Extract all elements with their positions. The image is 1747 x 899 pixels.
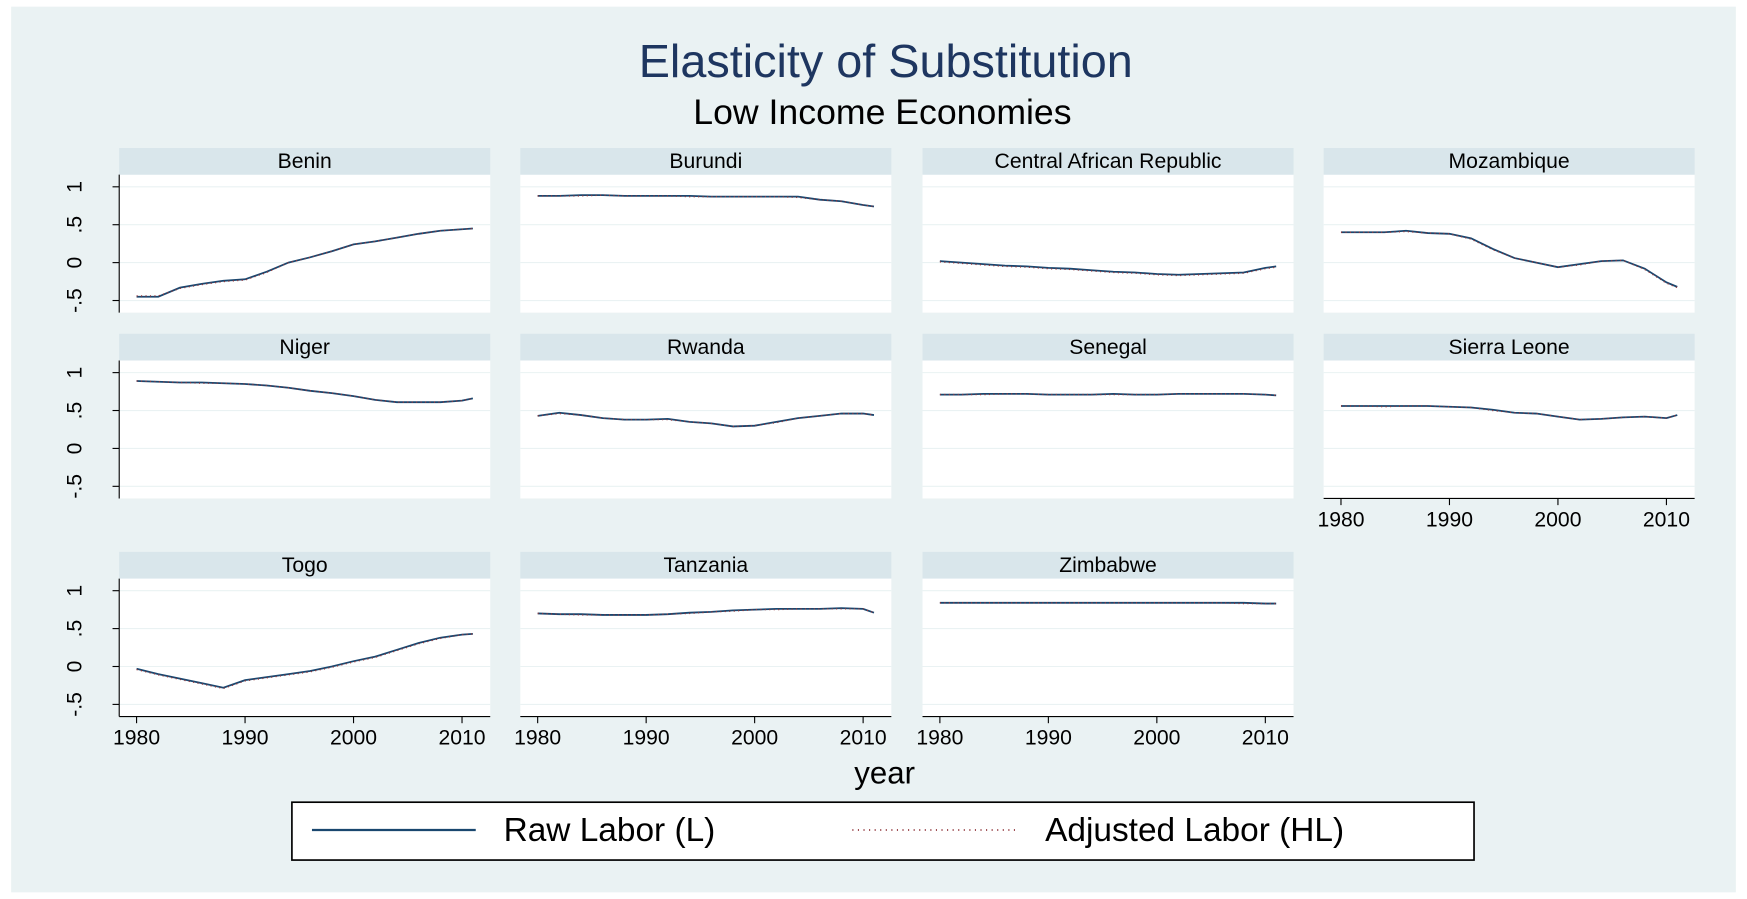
panel-header xyxy=(1323,333,1695,361)
panel-header xyxy=(1323,147,1695,175)
y-tick-label: 0 xyxy=(63,257,86,269)
series-line xyxy=(537,607,875,616)
plot-area xyxy=(520,578,892,717)
series-line xyxy=(136,633,473,689)
x-axis-title: year xyxy=(854,756,915,791)
legend-label: Adjusted Labor (HL) xyxy=(1045,812,1344,849)
y-tick-label: .5 xyxy=(63,620,86,638)
x-tick-label: 2010 xyxy=(438,726,485,749)
y-tick-label: 1 xyxy=(63,367,86,379)
panel-header xyxy=(922,147,1294,175)
x-tick-label: 2000 xyxy=(330,726,377,749)
series-line xyxy=(939,261,1277,277)
panel-title: Benin xyxy=(278,150,332,173)
chart-subtitle: Low Income Economies xyxy=(693,92,1071,132)
series-line xyxy=(1340,405,1678,421)
plot-area xyxy=(922,360,1294,499)
panel-header xyxy=(520,333,892,361)
legend-box xyxy=(291,801,1475,861)
x-tick-label: 1990 xyxy=(623,726,670,749)
x-tick-label: 2000 xyxy=(1534,508,1581,531)
series-line xyxy=(1340,230,1678,289)
panel-title: Mozambique xyxy=(1449,150,1570,173)
x-tick-label: 2010 xyxy=(1242,726,1289,749)
x-tick-label: 1980 xyxy=(916,726,963,749)
plot-area xyxy=(520,360,892,499)
panel-header xyxy=(119,551,491,579)
panel-title: Togo xyxy=(282,554,328,577)
x-tick-label: 2000 xyxy=(1133,726,1180,749)
panel-title: Niger xyxy=(279,336,330,359)
series-line xyxy=(939,601,1277,605)
panel-title: Sierra Leone xyxy=(1449,336,1570,359)
series-line xyxy=(136,227,473,298)
panel-title: Senegal xyxy=(1069,336,1147,359)
series-line xyxy=(939,260,1277,276)
y-tick-label: .5 xyxy=(63,216,86,234)
panel-title: Central African Republic xyxy=(995,150,1222,173)
plot-area xyxy=(119,578,491,717)
plot-area xyxy=(922,578,1294,717)
series-line xyxy=(939,392,1277,397)
panel-title: Zimbabwe xyxy=(1059,554,1157,577)
y-tick-label: .5 xyxy=(63,402,86,420)
plot-area xyxy=(922,174,1294,313)
series-line xyxy=(537,412,875,428)
panel-title: Burundi xyxy=(669,150,742,173)
plot-area xyxy=(119,360,491,499)
y-tick-label: 1 xyxy=(63,181,86,193)
series-line xyxy=(136,380,474,403)
chart-title: Elasticity of Substitution xyxy=(639,35,1133,87)
x-tick-label: 2010 xyxy=(1643,508,1690,531)
y-tick-label: 0 xyxy=(63,661,86,673)
y-tick-label: -.5 xyxy=(63,474,86,499)
plot-area xyxy=(1323,174,1695,313)
panel-header xyxy=(922,333,1294,361)
x-tick-label: 1980 xyxy=(113,726,160,749)
legend-label: Raw Labor (L) xyxy=(504,812,716,849)
y-tick-label: 0 xyxy=(63,443,86,455)
y-tick-label: -.5 xyxy=(63,692,86,717)
panel-header xyxy=(119,333,491,361)
panel-title: Rwanda xyxy=(667,336,745,359)
x-tick-label: 1990 xyxy=(1025,726,1072,749)
x-tick-label: 1980 xyxy=(1317,508,1364,531)
x-tick-label: 1990 xyxy=(1426,508,1473,531)
panel-header xyxy=(922,551,1294,579)
panel-header xyxy=(520,147,892,175)
plot-area xyxy=(1323,360,1695,499)
series-line xyxy=(537,194,875,208)
y-tick-label: -.5 xyxy=(63,288,86,313)
plot-area xyxy=(520,174,892,313)
x-tick-label: 2000 xyxy=(731,726,778,749)
x-tick-label: 2010 xyxy=(840,726,887,749)
panel-header xyxy=(119,147,491,175)
panel-title: Tanzania xyxy=(663,554,748,577)
y-tick-label: 1 xyxy=(63,585,86,597)
plot-area xyxy=(119,174,491,313)
panel-header xyxy=(520,551,892,579)
x-tick-label: 1980 xyxy=(514,726,561,749)
x-tick-label: 1990 xyxy=(222,726,269,749)
